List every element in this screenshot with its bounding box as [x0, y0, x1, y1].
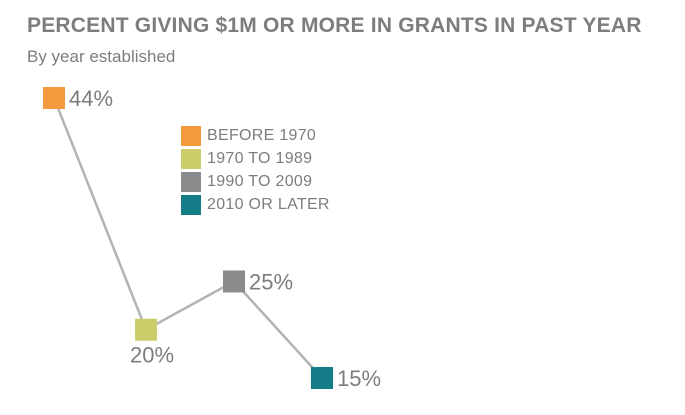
chart-marks: 44% 20% 25% 15% — [43, 86, 381, 391]
legend-swatch-before-1970 — [181, 125, 201, 146]
legend-label-before-1970: BEFORE 1970 — [207, 126, 317, 144]
chart-subtitle: By year established — [27, 47, 176, 66]
series-line — [52, 97, 323, 379]
data-point-1990-to-2009 — [223, 270, 245, 293]
data-label-before-1970: 44% — [69, 86, 113, 111]
legend-swatch-1990-to-2009 — [181, 171, 201, 192]
legend-label-2010-or-later: 2010 OR LATER — [207, 195, 330, 213]
legend-swatch-1970-to-1989 — [181, 148, 201, 169]
chart-title: PERCENT GIVING $1M OR MORE IN GRANTS IN … — [27, 14, 642, 37]
chart-legend: BEFORE 1970 1970 TO 1989 1990 TO 2009 20… — [181, 124, 330, 216]
legend-label-1970-to-1989: 1970 TO 1989 — [207, 149, 313, 167]
legend-item-2010-or-later: 2010 OR LATER — [181, 193, 330, 216]
legend-item-1990-to-2009: 1990 TO 2009 — [181, 170, 330, 193]
data-label-1970-to-1989: 20% — [130, 343, 174, 368]
data-point-before-1970 — [43, 87, 65, 109]
legend-item-before-1970: BEFORE 1970 — [181, 124, 330, 147]
legend-label-1990-to-2009: 1990 TO 2009 — [207, 172, 313, 190]
legend-item-1970-to-1989: 1970 TO 1989 — [181, 147, 330, 170]
legend-swatch-2010-or-later — [181, 194, 201, 215]
data-label-2010-or-later: 15% — [337, 366, 381, 391]
data-point-1970-to-1989 — [135, 318, 157, 341]
data-point-2010-or-later — [311, 367, 333, 389]
data-label-1990-to-2009: 25% — [249, 269, 293, 294]
